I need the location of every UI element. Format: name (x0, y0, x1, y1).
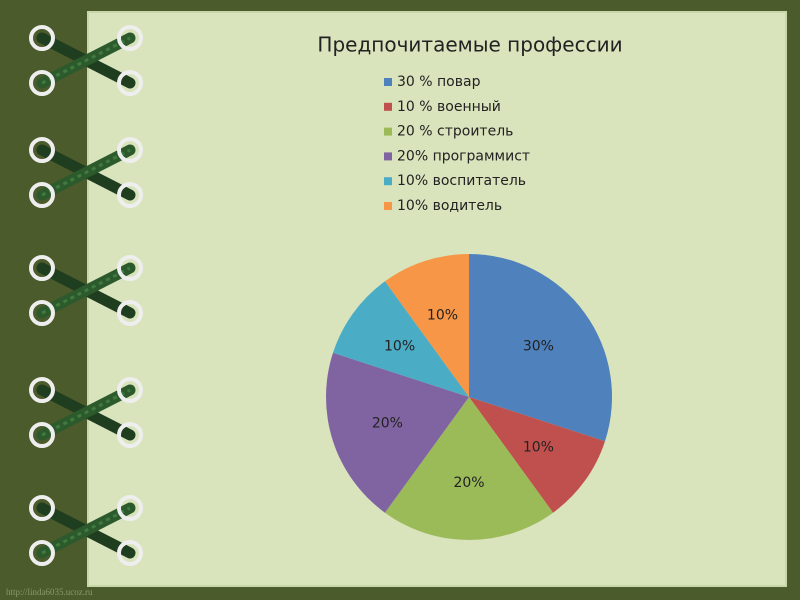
pie-slice (326, 352, 469, 513)
data-label: 10% (427, 307, 458, 323)
chart: 30 % повар 10 % военный 20 % строитель 20% … (326, 74, 612, 541)
watermark: http://linda6035.ucoz.ru (6, 587, 93, 597)
pie-slice (384, 397, 554, 541)
legend-swatch (384, 177, 392, 186)
legend-label: 10 % военный (397, 99, 501, 115)
legend-label: 30 % повар (397, 74, 481, 90)
legend-swatch (384, 127, 392, 136)
pie-slice (469, 254, 612, 442)
legend-swatch (384, 102, 392, 111)
legend-label: 20 % строитель (397, 124, 513, 140)
pie-slice (469, 397, 606, 513)
data-label: 20% (453, 475, 484, 491)
pie-slice (332, 281, 469, 397)
data-label: 20% (372, 416, 403, 432)
legend-label: 20% программист (397, 148, 530, 164)
legend-label: 10% водитель (397, 198, 502, 214)
data-label: 30% (523, 339, 554, 355)
legend-swatch (384, 152, 392, 161)
legend-swatch (384, 202, 392, 210)
legend-swatch (384, 78, 392, 86)
data-label: 10% (523, 439, 554, 455)
legend-label: 10% воспитатель (397, 173, 526, 189)
chart-title: Предпочитаемые профессии (317, 33, 622, 57)
data-label: 10% (384, 339, 415, 355)
pie-slice (384, 254, 469, 397)
